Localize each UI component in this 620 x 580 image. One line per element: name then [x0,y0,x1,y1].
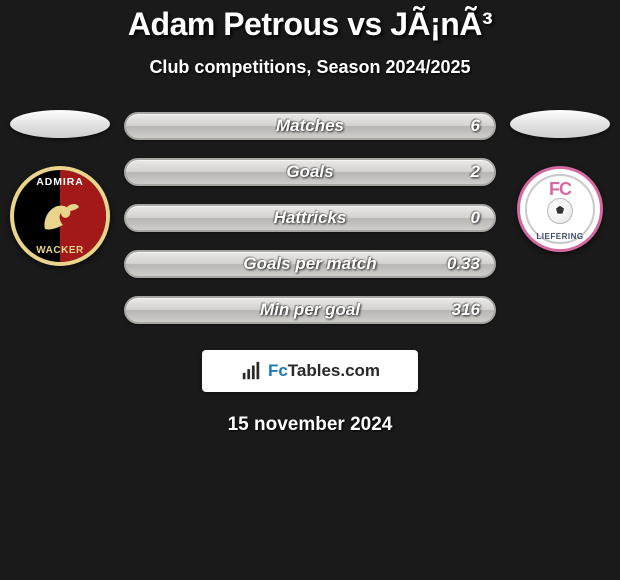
comparison-row: ADMIRA WACKER Matches 6 Goals 2 Hattrick… [0,110,620,324]
brand-prefix: Fc [268,361,288,380]
badge-bottom-text: LIEFERING [520,232,600,241]
stat-value-right: 2 [471,162,480,182]
stat-value-right: 0 [471,208,480,228]
right-player-column: FC LIEFERING [506,110,614,252]
badge-top-text: ADMIRA [16,176,103,187]
brand-text: FcTables.com [268,361,380,381]
badge-bottom-text: WACKER [14,245,106,256]
bar-chart-icon [240,360,262,382]
stat-value-right: 316 [452,300,480,320]
right-player-placeholder [510,110,610,138]
stat-label: Goals [286,162,333,182]
griffin-icon [37,193,83,239]
stat-value-right: 6 [471,116,480,136]
page-subtitle: Club competitions, Season 2024/2025 [0,57,620,78]
soccer-ball-icon [547,198,573,224]
stat-bar-gpm: Goals per match 0.33 [124,250,496,278]
stat-label: Goals per match [243,254,376,274]
brand-link[interactable]: FcTables.com [202,350,418,392]
stat-bar-mpg: Min per goal 316 [124,296,496,324]
comparison-card: Adam Petrous vs JÃ¡nÃ³ Club competitions… [0,0,620,436]
stat-label: Hattricks [274,208,347,228]
right-team-badge: FC LIEFERING [517,166,603,252]
stat-label: Matches [276,116,344,136]
page-title: Adam Petrous vs JÃ¡nÃ³ [0,6,620,43]
stat-bar-matches: Matches 6 [124,112,496,140]
stat-label: Min per goal [260,300,360,320]
left-player-placeholder [10,110,110,138]
left-player-column: ADMIRA WACKER [6,110,114,266]
brand-suffix: Tables.com [288,361,380,380]
stat-bars: Matches 6 Goals 2 Hattricks 0 Goals per … [114,112,506,324]
stat-bar-hattricks: Hattricks 0 [124,204,496,232]
footer-date: 15 november 2024 [0,414,620,436]
stat-bar-goals: Goals 2 [124,158,496,186]
left-team-badge: ADMIRA WACKER [10,166,110,266]
stat-value-right: 0.33 [447,254,480,274]
